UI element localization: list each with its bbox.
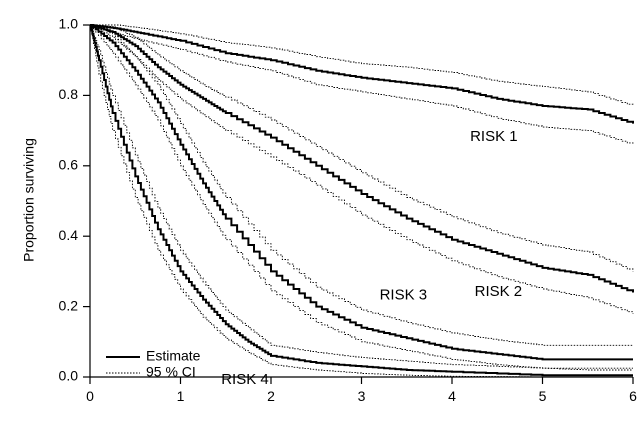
risk-1-label: RISK 1 [470,128,518,145]
series-risk-4: RISK 4 [90,24,633,388]
risk-3-label: RISK 3 [380,287,428,304]
risk-4-ci-lower-line [90,24,633,378]
y-tick-label: 0.4 [59,227,79,243]
risk-3-ci-lower-line [90,24,633,371]
risk-1-ci-lower-line [90,24,634,145]
x-tick-label: 4 [448,388,456,404]
y-tick-label: 1.0 [59,16,79,32]
y-tick-label: 0.0 [59,368,79,384]
risk-3-ci-upper-line [90,24,633,346]
legend-label: Estimate [146,348,201,364]
plot-area: RISK 1 RISK 2 RISK 3 RISK 4 [90,24,634,388]
series-risk-3: RISK 3 [90,24,633,371]
series-risk-1: RISK 1 [90,24,634,145]
risk-4-estimate-line [90,24,633,377]
risk-1-ci-upper-line [90,24,634,106]
x-tick-label: 5 [539,388,547,404]
y-axis: 0.0 0.2 0.4 0.6 0.8 1.0 [59,16,91,384]
risk-1-estimate-line [90,24,634,124]
risk-2-ci-lower-line [90,24,634,314]
x-tick-label: 0 [86,388,94,404]
x-tick-label: 3 [358,388,366,404]
legend-label: 95 % CI [146,364,196,380]
risk-2-label: RISK 2 [475,283,523,300]
risk-2-estimate-line [90,24,634,293]
risk-4-label: RISK 4 [221,371,269,388]
series-risk-2: RISK 2 [90,24,634,314]
x-axis: 0 1 2 3 4 5 6 [86,376,637,404]
y-tick-label: 0.6 [59,157,79,173]
y-axis-title: Proportion surviving [21,138,37,262]
x-tick-label: 1 [177,388,185,404]
risk-2-ci-upper-line [90,24,634,272]
x-tick-label: 6 [629,388,637,404]
risk-3-estimate-line [90,24,633,361]
y-tick-label: 0.2 [59,297,79,313]
y-tick-label: 0.8 [59,86,79,102]
x-tick-label: 2 [267,388,275,404]
